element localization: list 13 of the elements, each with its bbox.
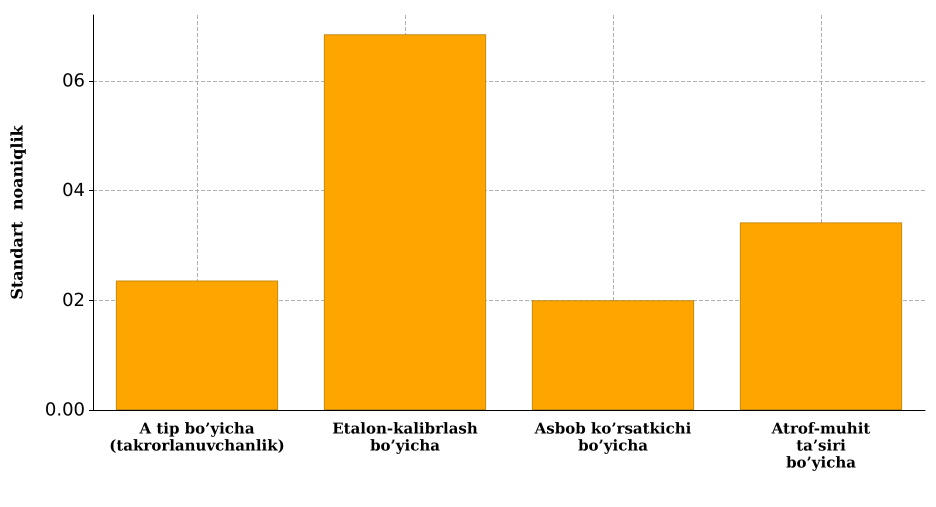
x-tick-label: Etalon-kalibrlash bo’yicha <box>332 420 478 454</box>
y-tick-label: 0.00 <box>44 400 85 420</box>
bar <box>532 300 694 410</box>
x-tick-label: A tip bo’yicha (takrorlanuvchanlik) <box>109 420 285 454</box>
x-tick-label: Asbob ko’rsatkichi bo’yicha <box>534 420 692 454</box>
x-tick-label: Atrof-muhit ta’siri bo’yicha <box>770 420 870 472</box>
y-tick-label: 02 <box>62 290 85 311</box>
bar <box>324 34 486 410</box>
bar <box>116 280 278 410</box>
y-tick-label: 04 <box>62 180 85 202</box>
y-tick-label: 06 <box>62 70 85 92</box>
bar <box>740 222 902 410</box>
y-axis-title: Standart noaniqlik <box>8 124 26 300</box>
